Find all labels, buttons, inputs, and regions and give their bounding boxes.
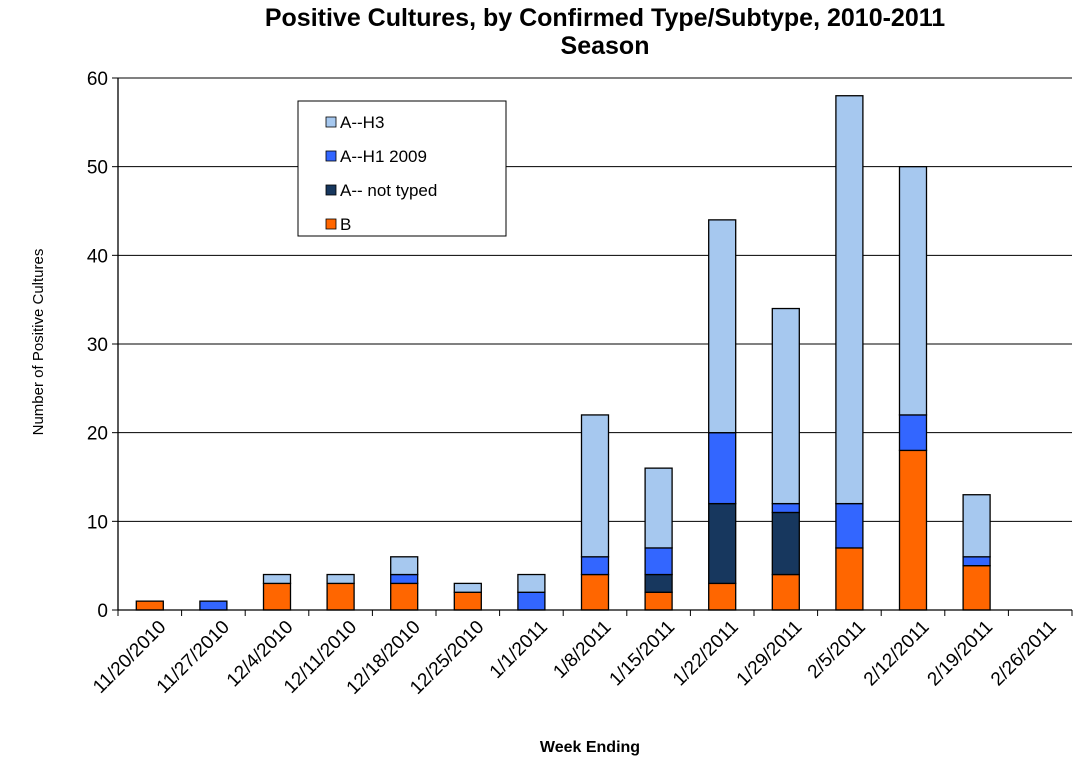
bar-segment — [580, 573, 610, 611]
y-axis-title: Number of Positive Cultures — [30, 249, 47, 436]
bar-segment — [644, 573, 673, 593]
y-tick-label: 20 — [87, 424, 108, 445]
x-tick-label: 1/29/2011 — [733, 617, 807, 691]
x-tick-label: 2/5/2011 — [804, 617, 870, 683]
y-tick-label: 0 — [97, 601, 108, 622]
bar-segment — [708, 219, 737, 434]
bar-segment — [771, 502, 800, 514]
legend-swatch — [325, 116, 337, 128]
bar-segment — [835, 502, 864, 549]
bar-segment — [962, 494, 991, 558]
y-tick-label: 30 — [87, 335, 108, 356]
bar-segment — [580, 414, 610, 558]
bar-segment — [708, 582, 737, 611]
bar-segment — [835, 95, 864, 505]
x-tick-label: 1/8/2011 — [549, 617, 615, 683]
bar-segment — [771, 307, 800, 505]
legend-label: A--H3 — [340, 113, 384, 132]
legend-label: A-- not typed — [340, 181, 437, 200]
bar-segment — [771, 573, 800, 611]
bar-segment — [644, 547, 673, 576]
bar-segment — [898, 449, 928, 611]
bar-segment — [517, 591, 546, 611]
x-tick-label: 1/22/2011 — [669, 617, 743, 691]
y-tick-label: 50 — [87, 158, 108, 179]
bar-segment — [199, 600, 228, 611]
chart-title: Positive Cultures, by Confirmed Type/Sub… — [60, 4, 1077, 60]
legend-label: B — [340, 215, 351, 234]
bar-segment — [708, 432, 737, 505]
y-tick-label: 40 — [87, 246, 108, 267]
y-tick-label: 60 — [87, 69, 108, 90]
bar-segment — [390, 582, 419, 611]
x-tick-label: 2/19/2011 — [924, 617, 998, 691]
legend-swatch — [325, 218, 337, 230]
x-tick-label: 2/26/2011 — [987, 617, 1061, 691]
chart-title-line2: Season — [560, 32, 650, 60]
bar-segment — [898, 166, 928, 416]
bar-segment — [644, 467, 673, 549]
x-axis-title: Week Ending — [540, 739, 640, 756]
bar-segment — [835, 547, 864, 611]
bar-segment — [644, 591, 673, 611]
bar-segment — [262, 582, 292, 611]
bar-segment — [771, 511, 800, 576]
legend: A--H3 A--H1 2009 A-- not typed B — [297, 100, 507, 237]
bar-segment — [135, 600, 164, 611]
y-tick-label: 10 — [87, 512, 108, 533]
bar-segment — [326, 573, 355, 585]
bar-segment — [390, 573, 419, 585]
x-tick-label: 2/12/2011 — [860, 617, 934, 691]
bar-segment — [708, 502, 737, 585]
bar-segment — [453, 582, 482, 593]
chart-title-line1: Positive Cultures, by Confirmed Type/Sub… — [264, 4, 946, 32]
bar-segment — [898, 414, 928, 452]
x-tick-label: 1/15/2011 — [606, 617, 680, 691]
bar-segment — [453, 591, 482, 611]
bar-segment — [580, 556, 610, 576]
bars — [135, 95, 991, 611]
legend-swatch — [325, 150, 337, 162]
bar-segment — [390, 556, 419, 576]
bar-segment — [262, 573, 292, 585]
legend-label: A--H1 2009 — [340, 147, 427, 166]
bar-segment — [962, 565, 991, 611]
legend-swatch — [325, 184, 337, 196]
bar-segment — [517, 573, 546, 593]
bar-segment — [962, 556, 991, 567]
bar-segment — [326, 582, 355, 611]
x-tick-label: 1/1/2011 — [486, 617, 552, 683]
